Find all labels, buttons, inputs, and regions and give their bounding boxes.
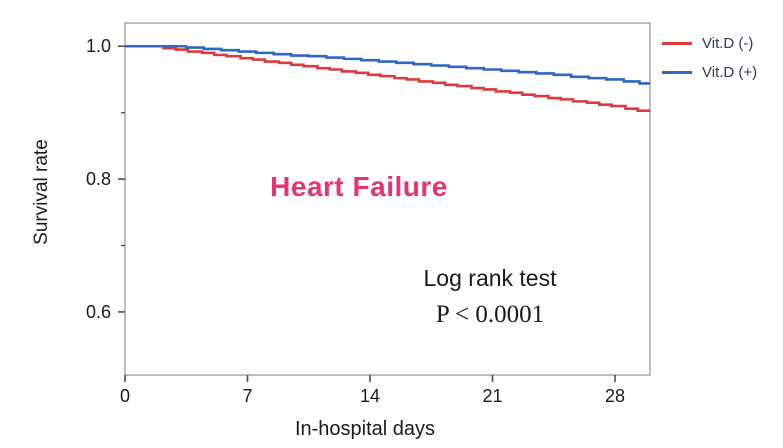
- legend-line-swatch-red: [662, 41, 692, 45]
- x-tick-label: 7: [242, 386, 253, 406]
- legend-label-vitd-neg: Vit.D (-): [702, 34, 754, 52]
- survival-curve-vitd-pos: [125, 44, 650, 85]
- y-tick-label: 1.0: [85, 36, 111, 57]
- x-tick-label: 14: [359, 386, 381, 406]
- legend: Vit.D (-) Vit.D (+): [662, 32, 757, 90]
- x-tick-label: 21: [482, 386, 503, 406]
- plot-frame: [124, 22, 651, 376]
- x-tick-label: 28: [604, 386, 626, 406]
- legend-item-vitd-pos: Vit.D (+): [662, 61, 757, 83]
- survival-curve-vitd-neg: [125, 44, 650, 112]
- condition-annotation: Heart Failure: [270, 171, 448, 202]
- legend-line-swatch-blue: [662, 70, 692, 74]
- x-axis-title: In-hospital days: [294, 418, 436, 440]
- stats-p-value: P < 0.0001: [435, 301, 545, 328]
- y-tick-label: 0.8: [85, 169, 111, 190]
- legend-label-vitd-pos: Vit.D (+): [702, 63, 758, 81]
- y-tick-label: 0.6: [85, 301, 111, 322]
- y-axis-title: Survival rate: [31, 139, 52, 245]
- x-tick-label: 0: [119, 386, 130, 406]
- legend-item-vitd-neg: Vit.D (-): [662, 32, 757, 54]
- stats-test-name: Log rank test: [423, 265, 557, 291]
- stats-block: Log rank test P < 0.0001: [370, 265, 610, 329]
